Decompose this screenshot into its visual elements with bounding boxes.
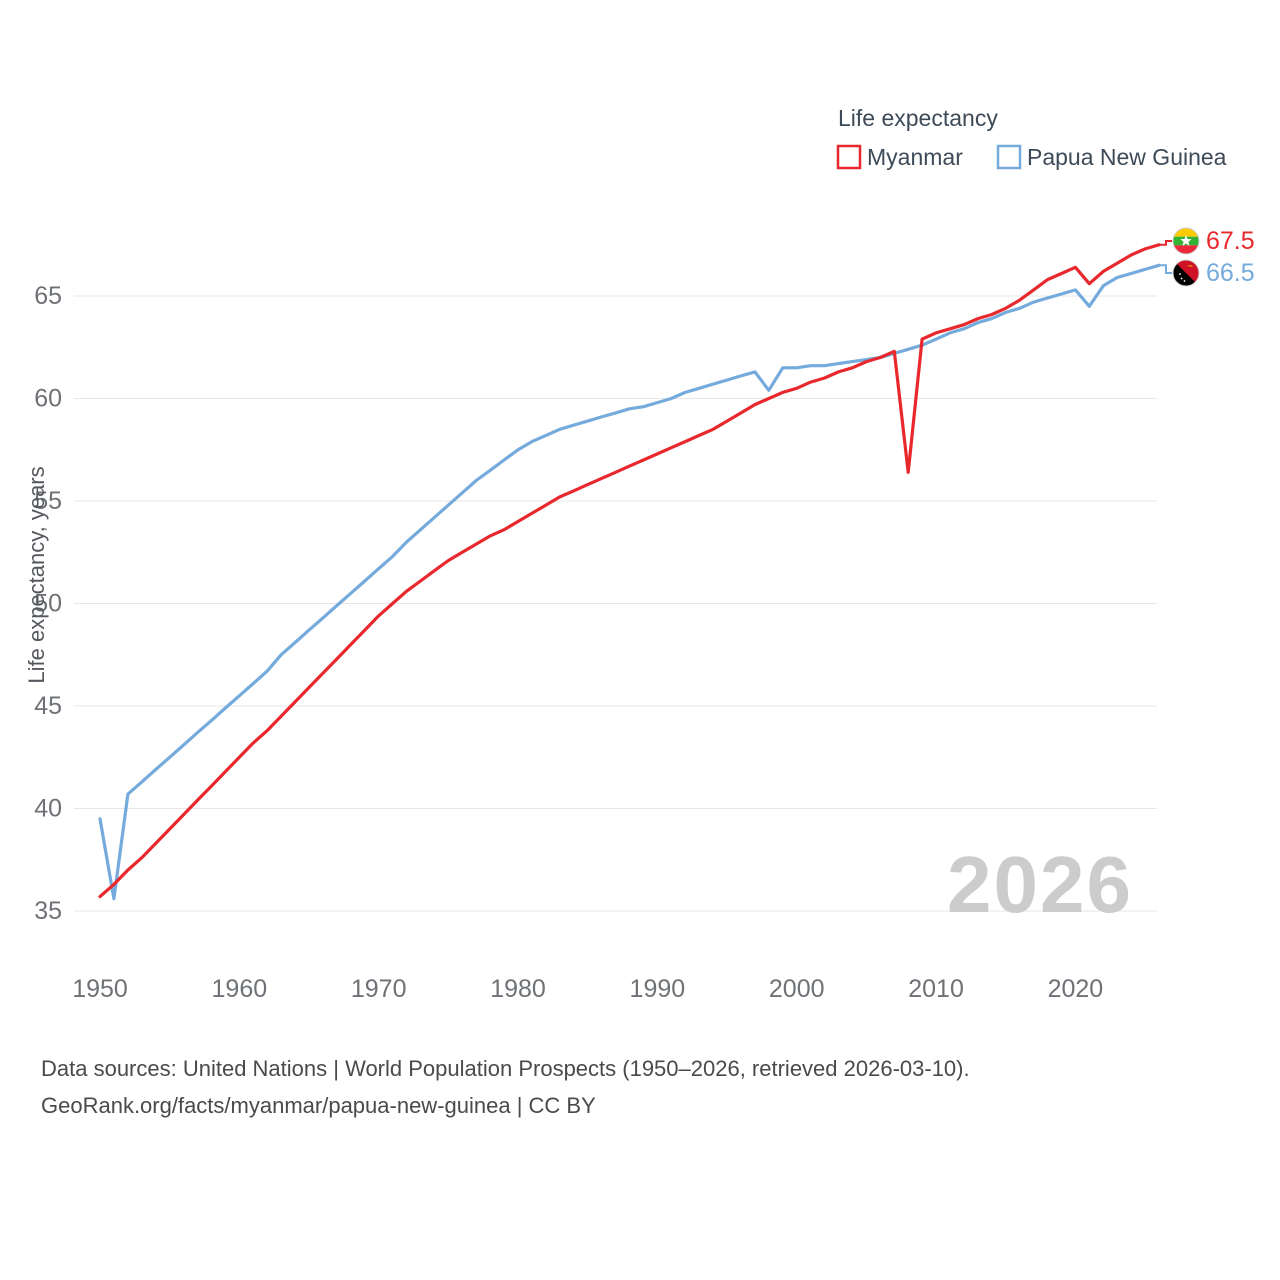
y-tick-label: 65 bbox=[34, 282, 62, 310]
papua-new-guinea-line bbox=[98, 263, 1161, 901]
papua-new-guinea-swatch-icon bbox=[996, 144, 1022, 170]
y-axis-title: Life expectancy, years bbox=[24, 466, 49, 683]
y-tick-label: 35 bbox=[34, 897, 62, 925]
legend-label-myanmar: Myanmar bbox=[867, 144, 963, 170]
y-tick-label: 50 bbox=[34, 590, 62, 618]
myanmar-end-value: 67.5 bbox=[1206, 227, 1255, 255]
x-tick-label: 2000 bbox=[769, 975, 825, 1003]
y-tick-label: 60 bbox=[34, 385, 62, 413]
myanmar-flag-icon bbox=[1172, 227, 1200, 255]
source-url-text: GeoRank.org/facts/myanmar/papua-new-guin… bbox=[41, 1092, 596, 1118]
legend-item-myanmar[interactable]: Myanmar bbox=[836, 144, 963, 170]
x-tick-label: 1990 bbox=[630, 975, 686, 1003]
legend: Life expectancy Myanmar Papua New Guinea bbox=[836, 105, 1227, 170]
papua-new-guinea-end-value: 66.5 bbox=[1206, 259, 1255, 287]
y-tick-label: 45 bbox=[34, 692, 62, 720]
papua-new-guinea-end-connector bbox=[1159, 264, 1172, 274]
footer: Data sources: United Nations | World Pop… bbox=[41, 1051, 1240, 1125]
watermark-year: 2026 bbox=[947, 840, 1133, 929]
x-tick-label: 1970 bbox=[351, 975, 407, 1003]
x-tick-label: 1960 bbox=[212, 975, 268, 1003]
papua-new-guinea-flag-icon bbox=[1172, 259, 1200, 287]
plot-area: 35 40 45 50 55 60 65 1950 1960 1970 1980 1990 2000 20… bbox=[34, 240, 1172, 1003]
x-tick-label: 2020 bbox=[1048, 975, 1104, 1003]
legend-item-papua-new-guinea[interactable]: Papua New Guinea bbox=[996, 144, 1227, 170]
data-sources-text: Data sources: United Nations | World Pop… bbox=[41, 1056, 970, 1081]
chart-container: 35 40 45 50 55 60 65 1950 1960 1970 1980 1990 2000 20… bbox=[24, 105, 1255, 1125]
myanmar-swatch-icon bbox=[836, 144, 862, 170]
x-tick-label: 2010 bbox=[908, 975, 964, 1003]
legend-label-papua-new-guinea: Papua New Guinea bbox=[1027, 144, 1227, 170]
myanmar-line bbox=[98, 243, 1161, 899]
myanmar-end-connector bbox=[1159, 240, 1172, 246]
life-expectancy-chart: 35 40 45 50 55 60 65 1950 1960 1970 1980 1990 2000 20… bbox=[24, 105, 1255, 1003]
series-end-labels: 67.5 66.5 bbox=[1172, 227, 1255, 287]
x-tick-label: 1980 bbox=[490, 975, 546, 1003]
y-tick-label: 55 bbox=[34, 487, 62, 515]
x-tick-label: 1950 bbox=[72, 975, 128, 1003]
y-tick-label: 40 bbox=[34, 795, 62, 823]
legend-title: Life expectancy bbox=[838, 105, 998, 131]
